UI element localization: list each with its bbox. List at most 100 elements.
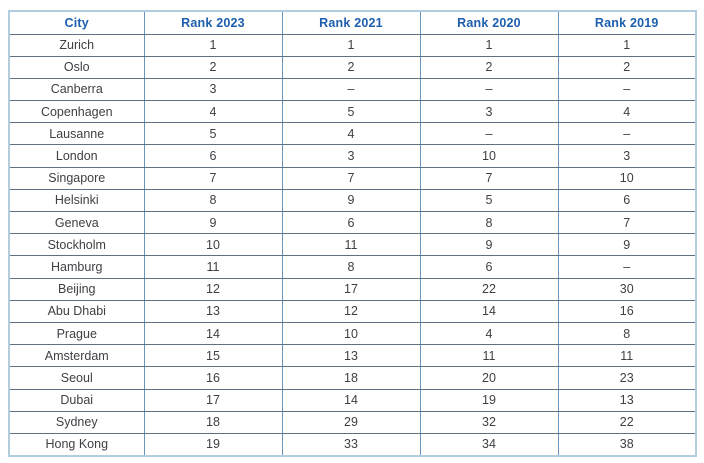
rank-cell: – xyxy=(557,77,697,102)
rank-cell: 1 xyxy=(419,33,559,57)
table-row: London 6 3 10 3 xyxy=(8,144,697,168)
city-cell: Zurich xyxy=(8,33,145,57)
city-cell: Amsterdam xyxy=(8,344,145,368)
city-cell: Helsinki xyxy=(8,188,145,213)
rank-cell: 22 xyxy=(419,277,559,301)
table-row: Geneva 9 6 8 7 xyxy=(8,210,697,235)
column-header-rank-2020: Rank 2020 xyxy=(419,10,559,35)
city-cell: Dubai xyxy=(8,388,145,412)
rank-cell: 5 xyxy=(281,100,421,124)
rank-cell: 14 xyxy=(143,321,283,346)
rank-cell: 11 xyxy=(419,344,559,368)
table-row: Singapore 7 7 7 10 xyxy=(8,166,697,190)
column-header-rank-2023: Rank 2023 xyxy=(143,10,283,35)
rank-cell: – xyxy=(281,77,421,102)
rank-cell: 4 xyxy=(557,100,697,124)
rank-cell: 20 xyxy=(419,366,559,390)
rank-cell: 3 xyxy=(281,144,421,168)
table-row: Amsterdam 15 13 11 11 xyxy=(8,344,697,368)
table-row: Hong Kong 19 33 34 38 xyxy=(8,432,697,457)
rank-cell: 15 xyxy=(143,344,283,368)
rank-cell: 13 xyxy=(281,344,421,368)
city-cell: Abu Dhabi xyxy=(8,299,145,323)
rank-cell: 9 xyxy=(281,188,421,213)
header-row: City Rank 2023 Rank 2021 Rank 2020 Rank 2019 xyxy=(8,10,697,35)
rank-cell: 32 xyxy=(419,410,559,434)
rank-cell: 6 xyxy=(419,255,559,279)
rank-cell: – xyxy=(557,122,697,146)
rank-cell: – xyxy=(419,77,559,102)
rank-cell: 7 xyxy=(557,210,697,235)
city-cell: Hamburg xyxy=(8,255,145,279)
city-cell: Singapore xyxy=(8,166,145,190)
city-cell: Seoul xyxy=(8,366,145,390)
rank-cell: 4 xyxy=(143,100,283,124)
city-cell: Sydney xyxy=(8,410,145,434)
column-header-rank-2019: Rank 2019 xyxy=(557,10,697,35)
rank-cell: 11 xyxy=(281,233,421,257)
table-body: Zurich 1 1 1 1 Oslo 2 2 2 2 Canberra 3– – – Copenhagen… xyxy=(8,33,697,457)
rank-cell: 10 xyxy=(143,233,283,257)
rank-cell: 2 xyxy=(281,55,421,79)
rank-cell: – xyxy=(557,255,697,279)
rank-cell: 23 xyxy=(557,366,697,390)
rank-cell: 4 xyxy=(281,122,421,146)
table-row: Zurich 1 1 1 1 xyxy=(8,33,697,57)
city-cell: Geneva xyxy=(8,210,145,235)
rank-cell: 17 xyxy=(143,388,283,412)
rank-cell: 16 xyxy=(557,299,697,323)
rank-cell: 19 xyxy=(419,388,559,412)
table-row: Stockholm 10 11 9 9 xyxy=(8,233,697,257)
table-row: Sydney 18 29 32 22 xyxy=(8,410,697,434)
table-header: City Rank 2023 Rank 2021 Rank 2020 Rank 2019 xyxy=(8,10,697,35)
rank-cell: 34 xyxy=(419,432,559,457)
rank-cell: 9 xyxy=(557,233,697,257)
rank-cell: 4 xyxy=(419,321,559,346)
rank-cell: 7 xyxy=(143,166,283,190)
city-cell: Canberra xyxy=(8,77,145,102)
rank-cell: 8 xyxy=(281,255,421,279)
rank-cell: 8 xyxy=(143,188,283,213)
rank-cell: 2 xyxy=(143,55,283,79)
city-cell: Stockholm xyxy=(8,233,145,257)
rank-cell: 18 xyxy=(143,410,283,434)
rank-cell: 8 xyxy=(419,210,559,235)
city-cell: Beijing xyxy=(8,277,145,301)
rank-cell: 11 xyxy=(143,255,283,279)
rank-cell: 8 xyxy=(557,321,697,346)
rank-cell: 12 xyxy=(281,299,421,323)
rank-cell: 11 xyxy=(557,344,697,368)
rank-cell: 3 xyxy=(419,100,559,124)
rank-cell: 13 xyxy=(557,388,697,412)
rank-cell: 3 xyxy=(557,144,697,168)
rank-cell: 6 xyxy=(143,144,283,168)
rank-cell: 14 xyxy=(281,388,421,412)
rank-cell: 33 xyxy=(281,432,421,457)
table-row: Oslo 2 2 2 2 xyxy=(8,55,697,79)
city-cell: London xyxy=(8,144,145,168)
table-row: Beijing 12 17 22 30 xyxy=(8,277,697,301)
rank-cell: 29 xyxy=(281,410,421,434)
rank-cell: 2 xyxy=(419,55,559,79)
rank-cell: 17 xyxy=(281,277,421,301)
table-row: Hamburg 11 8 6– xyxy=(8,255,697,279)
rank-cell: 16 xyxy=(143,366,283,390)
rank-cell: 5 xyxy=(143,122,283,146)
rank-cell: 18 xyxy=(281,366,421,390)
city-cell: Lausanne xyxy=(8,122,145,146)
table-row: Helsinki 8 9 5 6 xyxy=(8,188,697,213)
table-row: Prague 14 10 4 8 xyxy=(8,321,697,346)
rank-cell: 2 xyxy=(557,55,697,79)
city-cell: Copenhagen xyxy=(8,100,145,124)
rank-cell: 12 xyxy=(143,277,283,301)
city-rank-table: City Rank 2023 Rank 2021 Rank 2020 Rank 2019… xyxy=(8,10,697,457)
rank-cell: 1 xyxy=(281,33,421,57)
table-row: Dubai 17 14 19 13 xyxy=(8,388,697,412)
table-row: Canberra 3– – – xyxy=(8,77,697,102)
rank-cell: 1 xyxy=(143,33,283,57)
rank-cell: 3 xyxy=(143,77,283,102)
rank-cell: 7 xyxy=(281,166,421,190)
rank-cell: 6 xyxy=(281,210,421,235)
rank-cell: 7 xyxy=(419,166,559,190)
